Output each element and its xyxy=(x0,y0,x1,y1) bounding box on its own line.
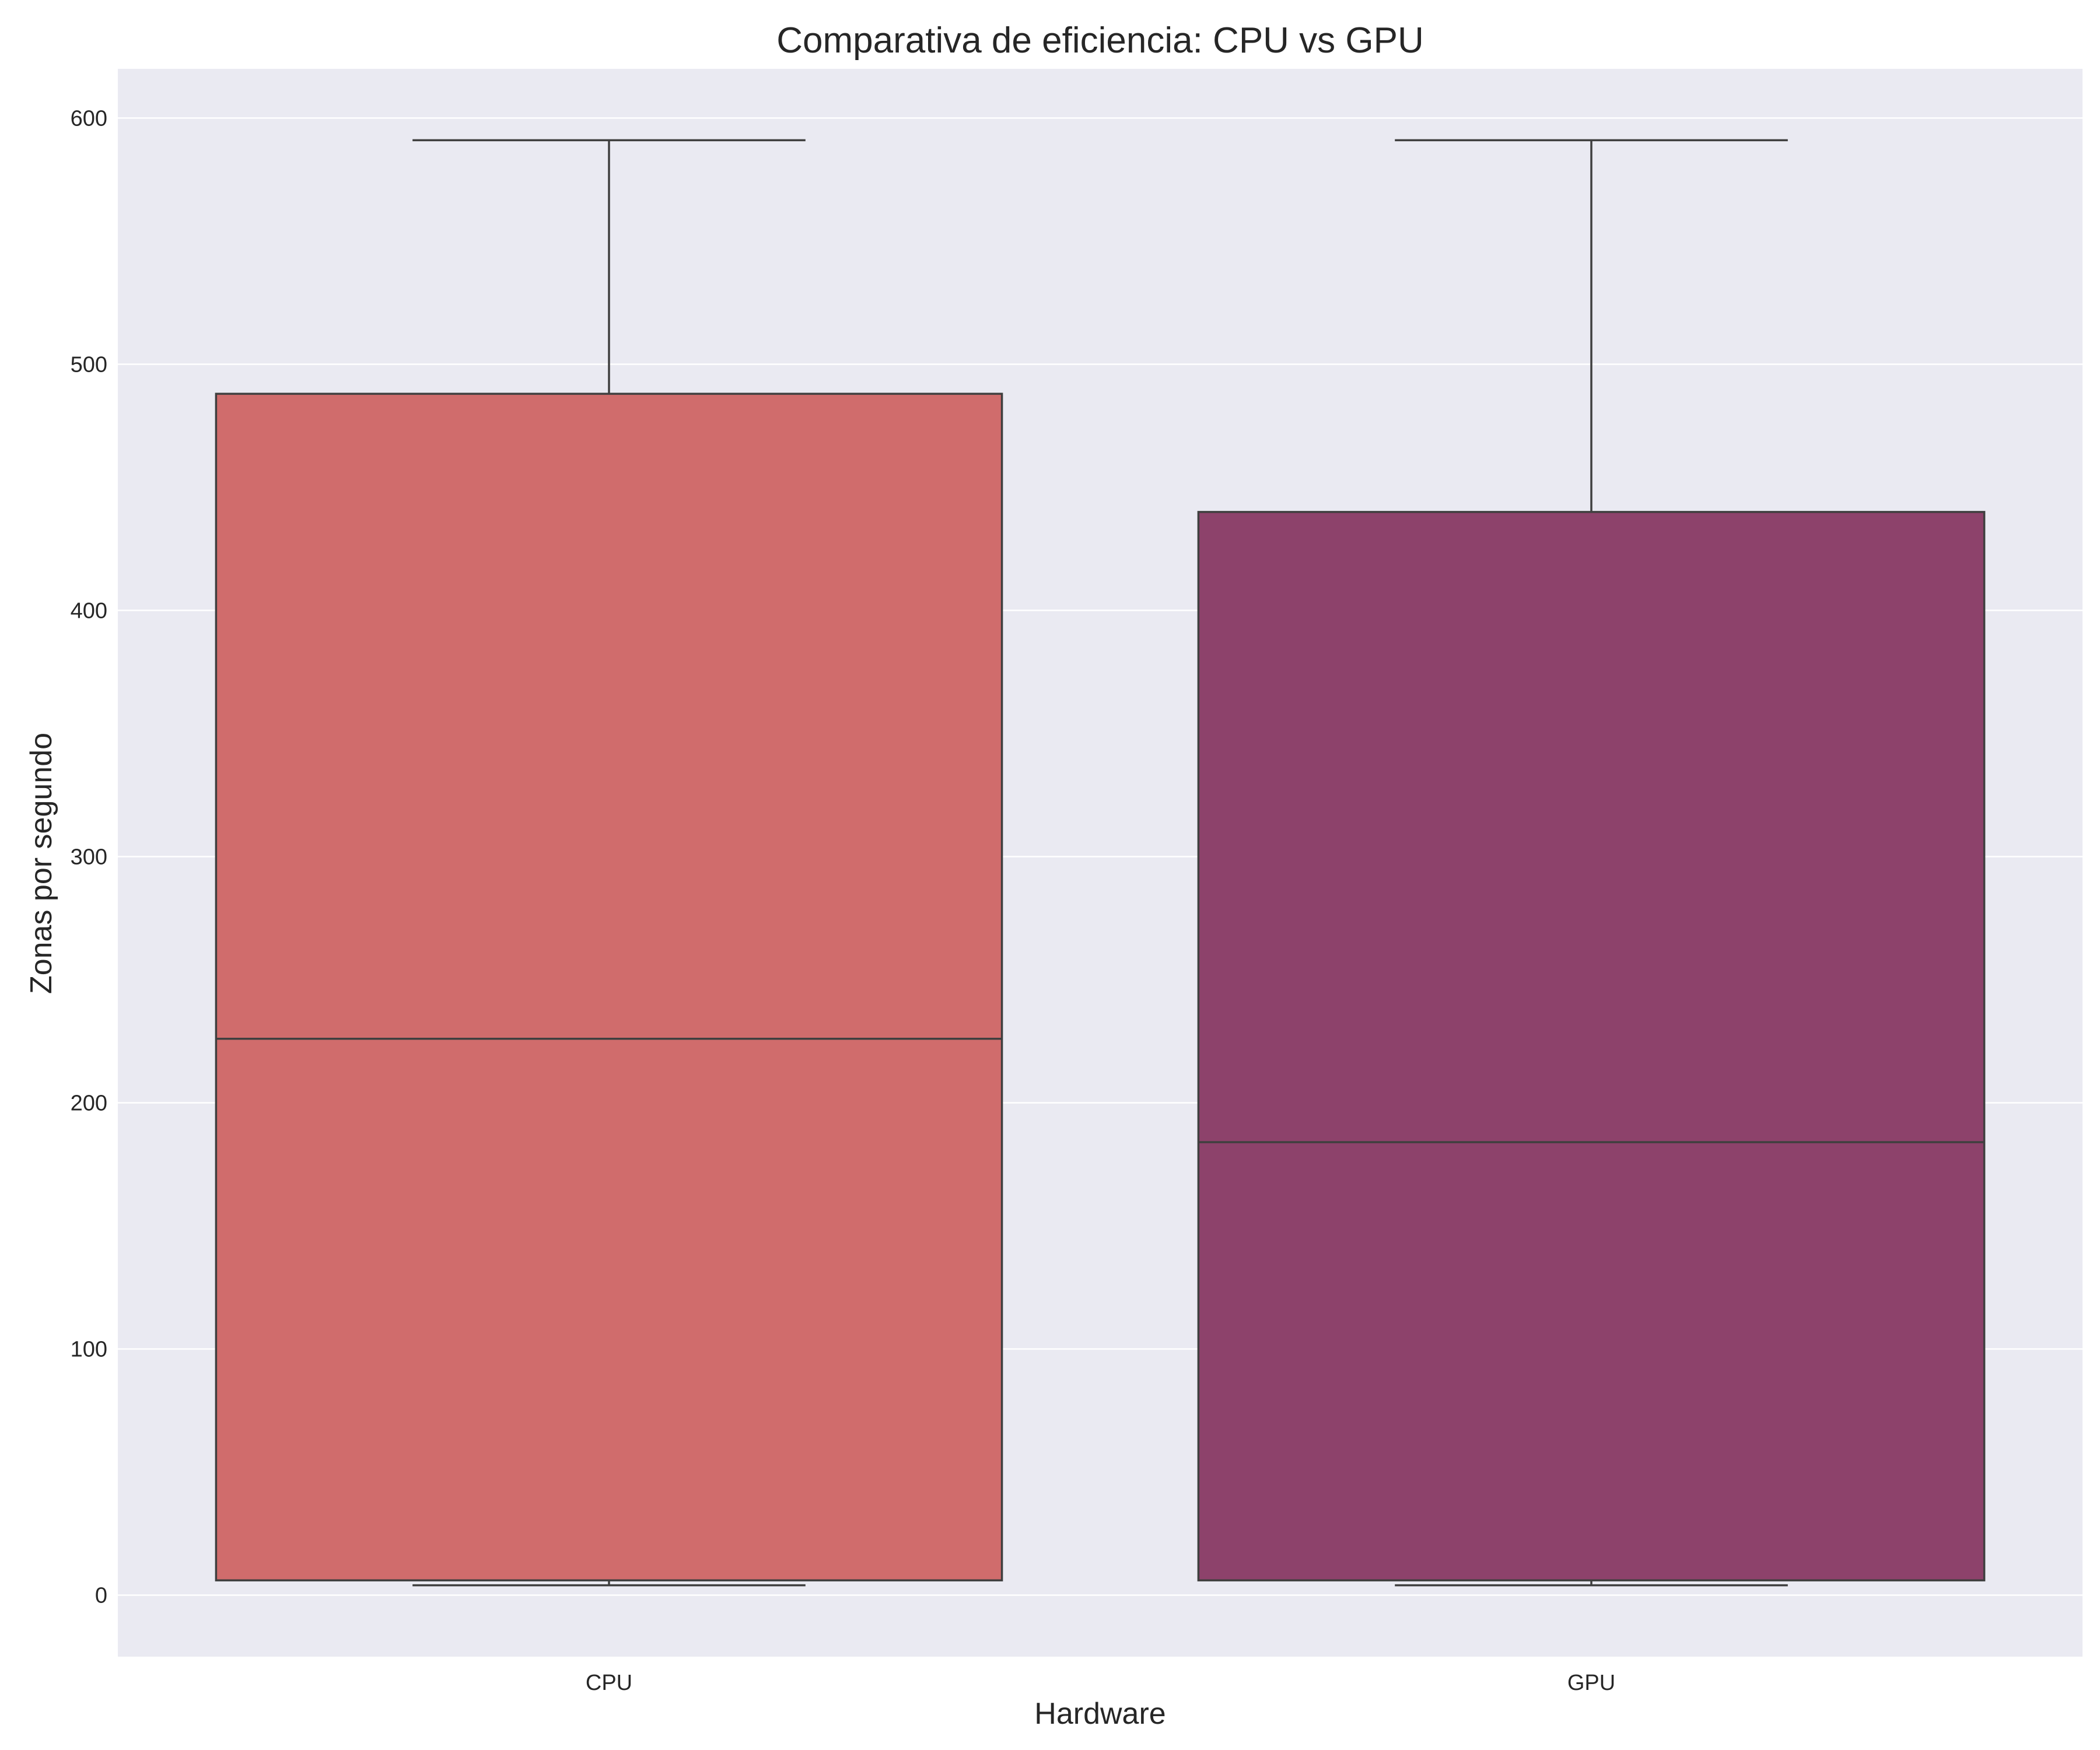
y-tick-label-500: 500 xyxy=(71,352,107,377)
box-body-gpu xyxy=(1197,510,1986,1581)
box-body-cpu xyxy=(215,393,1003,1581)
y-tick-label-200: 200 xyxy=(71,1091,107,1115)
y-tick-label-100: 100 xyxy=(71,1337,107,1362)
y-axis-label: Zonas por segundo xyxy=(24,733,58,994)
box-cpu xyxy=(215,139,1003,1587)
y-tick-label-0: 0 xyxy=(95,1583,107,1608)
y-axis-ticks: 0 100 200 300 400 500 600 xyxy=(71,106,107,1608)
boxes xyxy=(215,139,1986,1587)
y-tick-label-400: 400 xyxy=(71,598,107,623)
chart-title: Comparativa de eficiencia: CPU vs GPU xyxy=(776,20,1424,61)
x-tick-label-gpu: GPU xyxy=(1567,1671,1615,1695)
y-tick-label-600: 600 xyxy=(71,106,107,131)
y-tick-label-300: 300 xyxy=(71,845,107,869)
box-gpu xyxy=(1197,139,1986,1587)
x-axis-label: Hardware xyxy=(1034,1697,1166,1731)
x-tick-label-cpu: CPU xyxy=(586,1671,632,1695)
x-axis-ticks: CPU GPU xyxy=(586,1671,1615,1695)
